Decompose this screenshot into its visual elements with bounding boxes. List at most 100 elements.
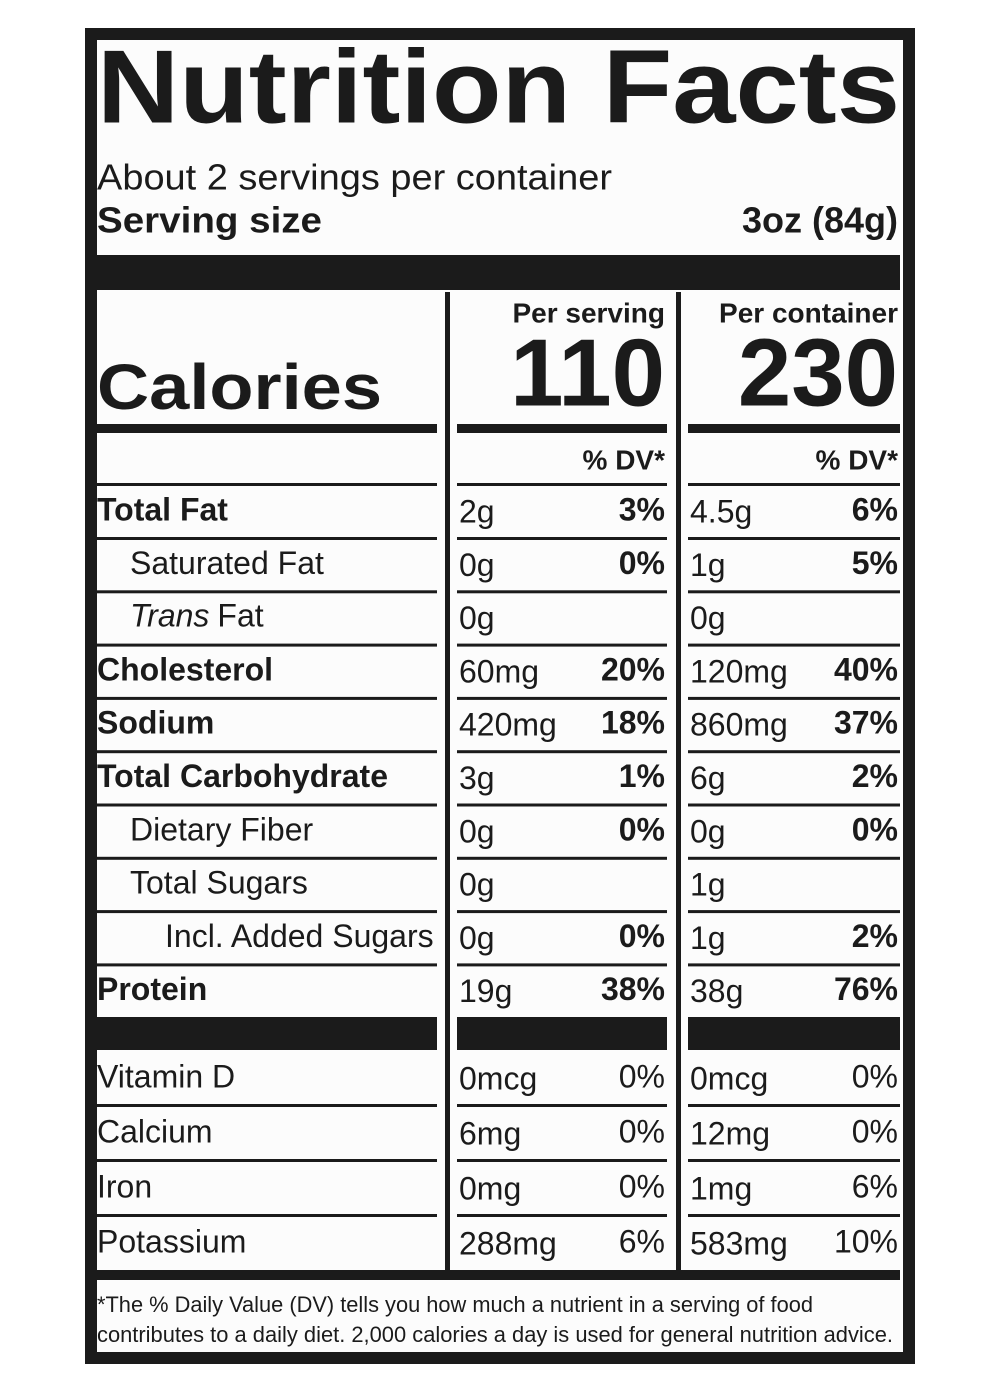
rule xyxy=(688,1159,900,1162)
daily-value: 18% xyxy=(601,705,665,741)
amount: 420mg xyxy=(459,707,557,743)
daily-value: 0% xyxy=(619,545,665,581)
amount: 1mg xyxy=(690,1170,752,1206)
daily-value: 0% xyxy=(852,1113,898,1149)
column-header: Per serving xyxy=(512,297,665,328)
rule xyxy=(688,643,900,647)
amount: 60mg xyxy=(459,653,539,689)
rule xyxy=(688,1214,900,1217)
thick-bar xyxy=(97,1017,437,1050)
nutrient-name: Vitamin D xyxy=(97,1058,235,1094)
dv-header: % DV* xyxy=(816,444,899,475)
rule xyxy=(457,424,667,433)
rule xyxy=(97,963,437,967)
daily-value: 37% xyxy=(834,705,898,741)
rule xyxy=(688,424,900,433)
amount: 0g xyxy=(459,547,495,583)
nutrient-name: Dietary Fiber xyxy=(130,811,314,847)
rule xyxy=(688,963,900,967)
label-border xyxy=(85,28,915,1364)
rule xyxy=(457,856,667,860)
amount: 0g xyxy=(459,813,495,849)
daily-value: 3% xyxy=(619,491,665,527)
daily-value: 5% xyxy=(852,545,898,581)
amount: 0g xyxy=(459,867,495,903)
amount: 0g xyxy=(459,920,495,956)
rule xyxy=(97,643,437,647)
daily-value: 0% xyxy=(852,811,898,847)
serving-size-value: 3oz (84g) xyxy=(742,200,898,241)
column-divider xyxy=(676,292,681,1272)
daily-value: 0% xyxy=(619,918,665,954)
amount: 1g xyxy=(690,920,726,956)
amount: 3g xyxy=(459,760,495,796)
column-divider xyxy=(445,292,450,1272)
nutrient-name: Total Sugars xyxy=(130,865,308,901)
thick-bar xyxy=(688,1017,900,1050)
amount: 0g xyxy=(459,600,495,636)
daily-value: 6% xyxy=(852,1168,898,1204)
servings: About 2 servings per container xyxy=(97,157,612,198)
nutrient-name: Total Carbohydrate xyxy=(97,758,388,794)
nutrient-name: Trans Fat xyxy=(130,598,264,634)
rule xyxy=(97,483,437,486)
dv-header: % DV* xyxy=(583,444,666,475)
rule xyxy=(457,963,667,967)
amount: 4.5g xyxy=(690,493,752,529)
rule xyxy=(457,803,667,807)
daily-value: 0% xyxy=(619,1058,665,1094)
rule xyxy=(97,1214,437,1217)
nutrient-name: Potassium xyxy=(97,1223,246,1259)
calories-label: Calories xyxy=(97,351,382,423)
rule xyxy=(97,590,437,594)
nutrient-name: Iron xyxy=(97,1168,152,1204)
rule xyxy=(688,750,900,754)
nutrient-name: Calcium xyxy=(97,1113,213,1149)
rule xyxy=(688,537,900,540)
rule xyxy=(688,856,900,860)
rule xyxy=(457,643,667,647)
daily-value: 2% xyxy=(852,918,898,954)
rule xyxy=(457,750,667,754)
amount: 1g xyxy=(690,867,726,903)
thick-bar xyxy=(97,255,900,290)
rule xyxy=(457,910,667,914)
rule xyxy=(457,1104,667,1107)
rule xyxy=(97,910,437,914)
nutrient-name: Saturated Fat xyxy=(130,545,324,581)
rule xyxy=(457,1214,667,1217)
daily-value: 76% xyxy=(834,971,898,1007)
footnote: *The % Daily Value (DV) tells you how mu… xyxy=(97,1292,813,1317)
rule xyxy=(97,803,437,807)
rule xyxy=(688,910,900,914)
daily-value: 0% xyxy=(619,1168,665,1204)
amount: 120mg xyxy=(690,653,788,689)
amount: 583mg xyxy=(690,1225,788,1261)
amount: 0mg xyxy=(459,1170,521,1206)
serving-size-label: Serving size xyxy=(97,200,322,241)
rule xyxy=(97,1159,437,1162)
footnote: contributes to a daily diet. 2,000 calor… xyxy=(97,1322,893,1347)
daily-value: 6% xyxy=(619,1223,665,1259)
rule xyxy=(97,1104,437,1107)
rule xyxy=(97,856,437,860)
rule xyxy=(97,537,437,540)
thick-bar xyxy=(457,1017,667,1050)
amount: 6g xyxy=(690,760,726,796)
rule xyxy=(688,590,900,594)
amount: 860mg xyxy=(690,707,788,743)
rule xyxy=(457,1159,667,1162)
nutrient-name-italic: Trans xyxy=(130,598,209,634)
daily-value: 2% xyxy=(852,758,898,794)
column-header: Per container xyxy=(719,297,898,328)
daily-value: 6% xyxy=(852,491,898,527)
daily-value: 0% xyxy=(619,1113,665,1149)
calories-value: 230 xyxy=(738,319,898,426)
rule xyxy=(97,424,437,433)
rule xyxy=(457,590,667,594)
amount: 19g xyxy=(459,973,512,1009)
nutrient-name: Incl. Added Sugars xyxy=(165,918,434,954)
rule xyxy=(688,803,900,807)
amount: 288mg xyxy=(459,1225,557,1261)
rule xyxy=(457,696,667,700)
